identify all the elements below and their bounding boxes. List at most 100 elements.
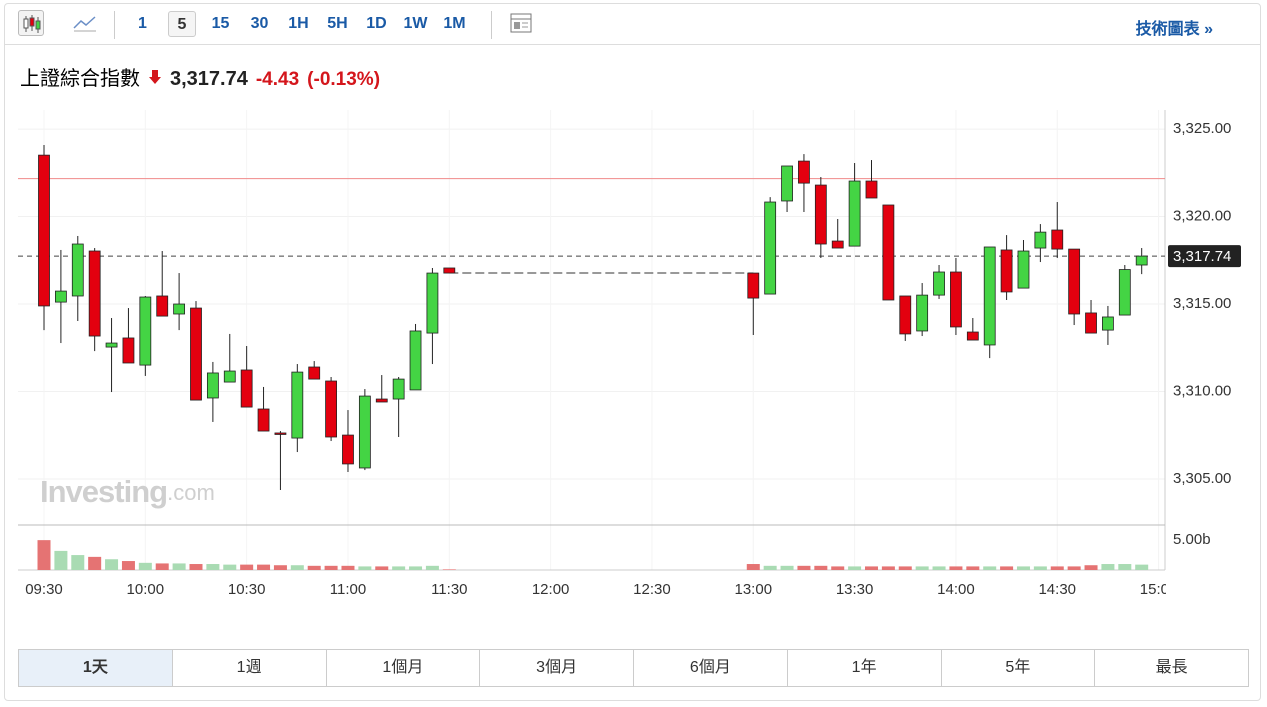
candle-body <box>54 290 67 303</box>
range-tab[interactable]: 1年 <box>788 650 942 686</box>
candle-body <box>966 331 979 341</box>
down-arrow <box>149 70 161 84</box>
volume-bar <box>358 566 372 570</box>
range-tab[interactable]: 3個月 <box>480 650 634 686</box>
volume-bar <box>172 563 186 570</box>
volume-bar <box>1000 566 1014 570</box>
x-tick-label: 09:30 <box>25 581 63 598</box>
interval-button[interactable]: 5 <box>168 11 196 37</box>
candle-body <box>156 295 169 317</box>
interval-button[interactable]: 5H <box>327 15 348 32</box>
candle-body <box>1085 312 1097 334</box>
volume-bar <box>932 566 946 570</box>
watermark-suffix: .com <box>167 480 215 505</box>
interval-button[interactable]: 1M <box>443 15 466 32</box>
candle-body <box>1051 229 1064 250</box>
volume-bar <box>273 565 287 570</box>
candle-icon[interactable] <box>18 10 44 36</box>
line-icon[interactable] <box>72 10 98 36</box>
plot <box>18 144 1165 570</box>
interval-button[interactable]: 30 <box>250 15 269 32</box>
candle-body <box>1068 248 1081 315</box>
interval-button[interactable]: 15 <box>211 15 230 32</box>
toolbar: 1 5 15 30 1H 5H 1D 1W 1M 技術圖表 » <box>4 3 1261 45</box>
candle-body <box>865 180 878 199</box>
volume-bar <box>848 566 862 570</box>
volume-bar <box>375 566 389 570</box>
volume-bar <box>88 556 102 570</box>
candle-body <box>105 342 118 348</box>
interval-button[interactable]: 1H <box>288 15 309 32</box>
x-axis: 09:30 10:00 10:30 11:00 11:30 12:00 12:30 13:00… <box>25 581 1178 598</box>
candle-body <box>916 294 929 332</box>
candle-body <box>223 370 236 383</box>
interval-button[interactable]: 1D <box>366 15 387 32</box>
candle-body <box>88 250 101 337</box>
range-tab[interactable]: 1個月 <box>327 650 481 686</box>
range-tab[interactable]: 最長 <box>1155 659 1188 676</box>
candle-body <box>122 337 135 364</box>
candle-body <box>781 165 793 202</box>
candle-body <box>409 330 422 391</box>
x-tick-label: 15:00 <box>1140 581 1178 598</box>
candle-body <box>426 272 439 334</box>
volume-bar <box>425 565 439 570</box>
candle-body <box>257 408 270 432</box>
interval-group: 1 5 15 30 1H 5H 1D 1W 1M <box>123 11 474 37</box>
volume-bar <box>814 565 828 570</box>
separator <box>491 11 492 39</box>
y-tick-label: 3,315.00 <box>1173 295 1231 312</box>
interval-button[interactable]: 1W <box>403 15 428 32</box>
x-tick-label: 14:00 <box>937 581 975 598</box>
candle-body <box>882 204 895 301</box>
candle-body <box>950 271 962 328</box>
candle-body <box>798 160 810 184</box>
range-tab[interactable]: 5年 <box>942 650 1096 686</box>
volume-bar <box>37 540 51 570</box>
technical-chart-link[interactable]: 技術圖表 » <box>1135 21 1213 38</box>
candle-body <box>190 307 202 401</box>
volume-bar <box>54 550 68 570</box>
separator <box>114 11 115 39</box>
volume-bar <box>881 566 895 570</box>
candle-body <box>375 398 388 403</box>
candle-body <box>1135 255 1148 266</box>
candle-body <box>358 395 371 469</box>
candle-body <box>139 296 152 366</box>
y-tick-label: 3,310.00 <box>1173 382 1231 399</box>
volume-bar <box>966 566 980 570</box>
candle-body <box>308 366 321 380</box>
quote-header: 上證綜合指數 3,317.74 -4.43 (-0.13%) <box>20 62 380 91</box>
y-tick-label: 3,325.00 <box>1173 120 1231 137</box>
range-tab[interactable]: 6個月 <box>634 650 788 686</box>
candle-body <box>325 380 337 438</box>
candle-body <box>443 267 456 274</box>
candle-body <box>1034 231 1047 249</box>
y-tick-label: 3,305.00 <box>1173 470 1231 487</box>
x-tick-label: 14:30 <box>1038 581 1076 598</box>
volume-bar <box>1033 566 1047 570</box>
x-tick-label: 10:00 <box>127 581 165 598</box>
interval-button[interactable]: 1 <box>138 15 147 32</box>
volume-bar <box>1101 564 1115 570</box>
range-tab[interactable]: 1週 <box>173 650 327 686</box>
candle-body <box>899 295 912 335</box>
candle-body <box>1000 249 1013 293</box>
volume-bar <box>1084 565 1098 570</box>
candle-body <box>933 271 945 296</box>
volume-bar <box>864 566 878 570</box>
volume-bar <box>1016 566 1030 570</box>
volume-bar <box>915 566 929 570</box>
candle-body <box>342 434 354 465</box>
range-tab[interactable]: 1天 <box>19 650 173 686</box>
change-percent: (-0.13%) <box>307 69 381 90</box>
x-tick-label: 13:00 <box>735 581 773 598</box>
layout-icon[interactable] <box>508 10 534 36</box>
price: 3,317.74 <box>170 68 248 90</box>
candle-body <box>848 180 861 247</box>
widget-frame <box>4 3 1261 701</box>
candle-body <box>291 371 304 439</box>
x-tick-label: 11:30 <box>431 581 467 598</box>
candle-body <box>747 272 760 299</box>
